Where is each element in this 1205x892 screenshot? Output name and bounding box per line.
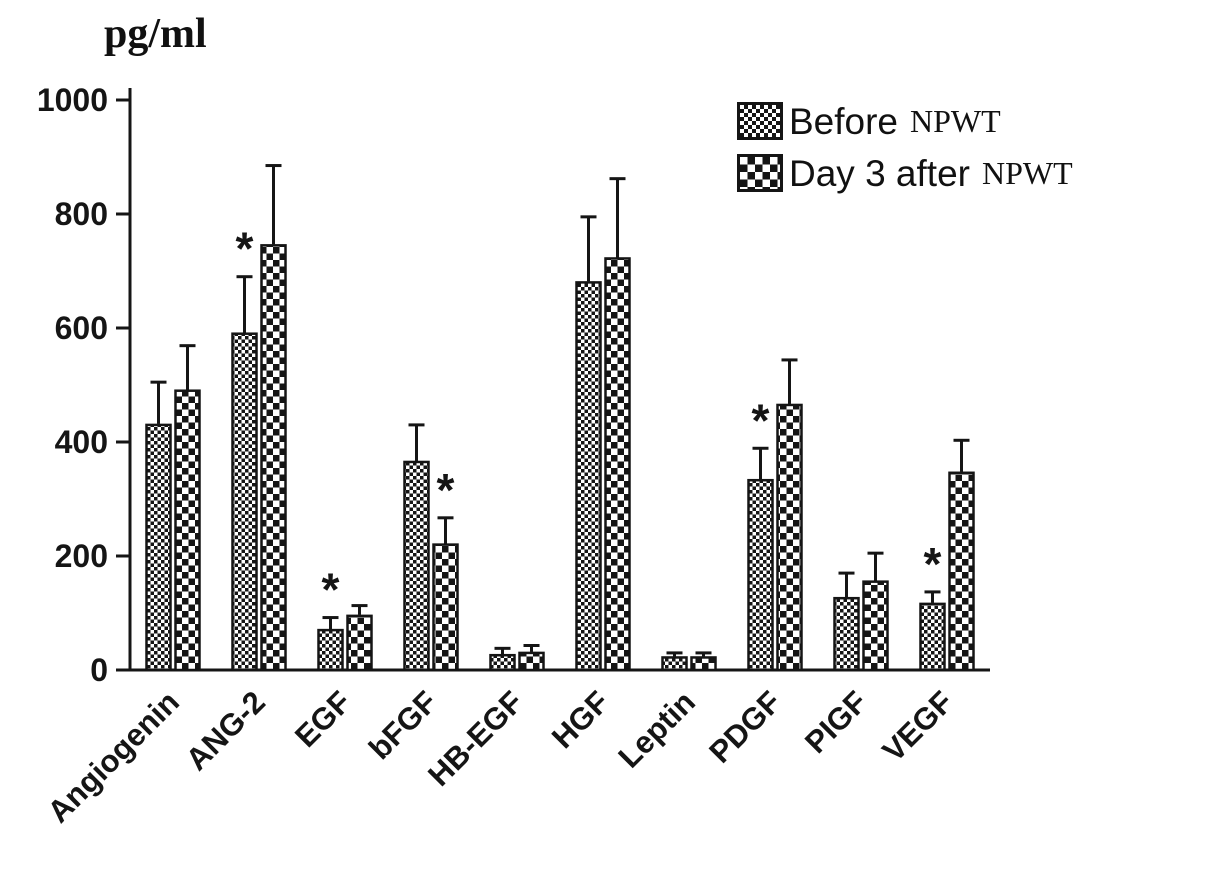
bar-after-PIGF bbox=[862, 580, 889, 672]
bar-before-VEGF bbox=[919, 602, 946, 672]
legend-item-after: Day 3 after NPWT bbox=[737, 154, 1073, 192]
x-category-label: Angiogenin bbox=[41, 684, 186, 829]
bar-after-HB-EGF bbox=[518, 651, 545, 672]
x-category-label: PDGF bbox=[702, 684, 788, 770]
x-category-label: bFGF bbox=[362, 684, 444, 766]
x-category-label: Leptin bbox=[611, 684, 702, 775]
legend-swatch-after bbox=[737, 154, 783, 192]
legend-label-before: Before bbox=[789, 100, 899, 142]
bar-after-VEGF bbox=[948, 471, 975, 672]
bar-before-ANG-2 bbox=[231, 332, 258, 672]
legend-label-after: Day 3 after bbox=[789, 152, 970, 194]
bar-before-PDGF bbox=[747, 478, 774, 672]
bar-after-ANG-2 bbox=[260, 244, 287, 672]
significance-asterisk: * bbox=[322, 564, 340, 616]
bar-before-PIGF bbox=[833, 596, 860, 672]
y-tick-label: 0 bbox=[90, 652, 108, 688]
significance-asterisk: * bbox=[924, 538, 942, 590]
significance-asterisk: * bbox=[752, 394, 770, 446]
bar-before-EGF bbox=[317, 628, 344, 672]
legend-suffix-after: NPWT bbox=[981, 155, 1073, 191]
bar-before-Leptin bbox=[661, 656, 688, 672]
significance-asterisk: * bbox=[437, 464, 455, 516]
x-category-label: EGF bbox=[288, 684, 358, 754]
y-tick-label: 400 bbox=[55, 424, 108, 460]
y-tick-label: 800 bbox=[55, 196, 108, 232]
legend: Before NPWT Day 3 after NPWT bbox=[737, 102, 1073, 192]
x-category-label: PIGF bbox=[798, 684, 874, 760]
bar-after-Leptin bbox=[690, 656, 717, 672]
bar-after-EGF bbox=[346, 614, 373, 672]
legend-swatch-before bbox=[737, 102, 783, 140]
x-category-label: HB-EGF bbox=[421, 684, 530, 793]
x-category-label: HGF bbox=[545, 684, 616, 755]
legend-suffix-before: NPWT bbox=[910, 103, 1001, 139]
bar-after-Angiogenin bbox=[174, 389, 201, 672]
bar-after-PDGF bbox=[776, 403, 803, 672]
bar-after-bFGF bbox=[432, 543, 459, 672]
y-tick-label: 200 bbox=[55, 538, 108, 574]
bar-before-Angiogenin bbox=[145, 423, 172, 672]
y-tick-label: 1000 bbox=[37, 82, 108, 118]
y-tick-label: 600 bbox=[55, 310, 108, 346]
y-axis-unit-label: pg/ml bbox=[104, 11, 207, 57]
significance-asterisk: * bbox=[236, 223, 254, 275]
bar-before-HB-EGF bbox=[489, 653, 516, 672]
bar-after-HGF bbox=[604, 257, 631, 672]
x-category-label: ANG-2 bbox=[179, 684, 272, 777]
legend-item-before: Before NPWT bbox=[737, 102, 1073, 140]
x-category-label: VEGF bbox=[876, 684, 960, 768]
bar-before-HGF bbox=[575, 281, 602, 672]
bar-before-bFGF bbox=[403, 460, 430, 672]
